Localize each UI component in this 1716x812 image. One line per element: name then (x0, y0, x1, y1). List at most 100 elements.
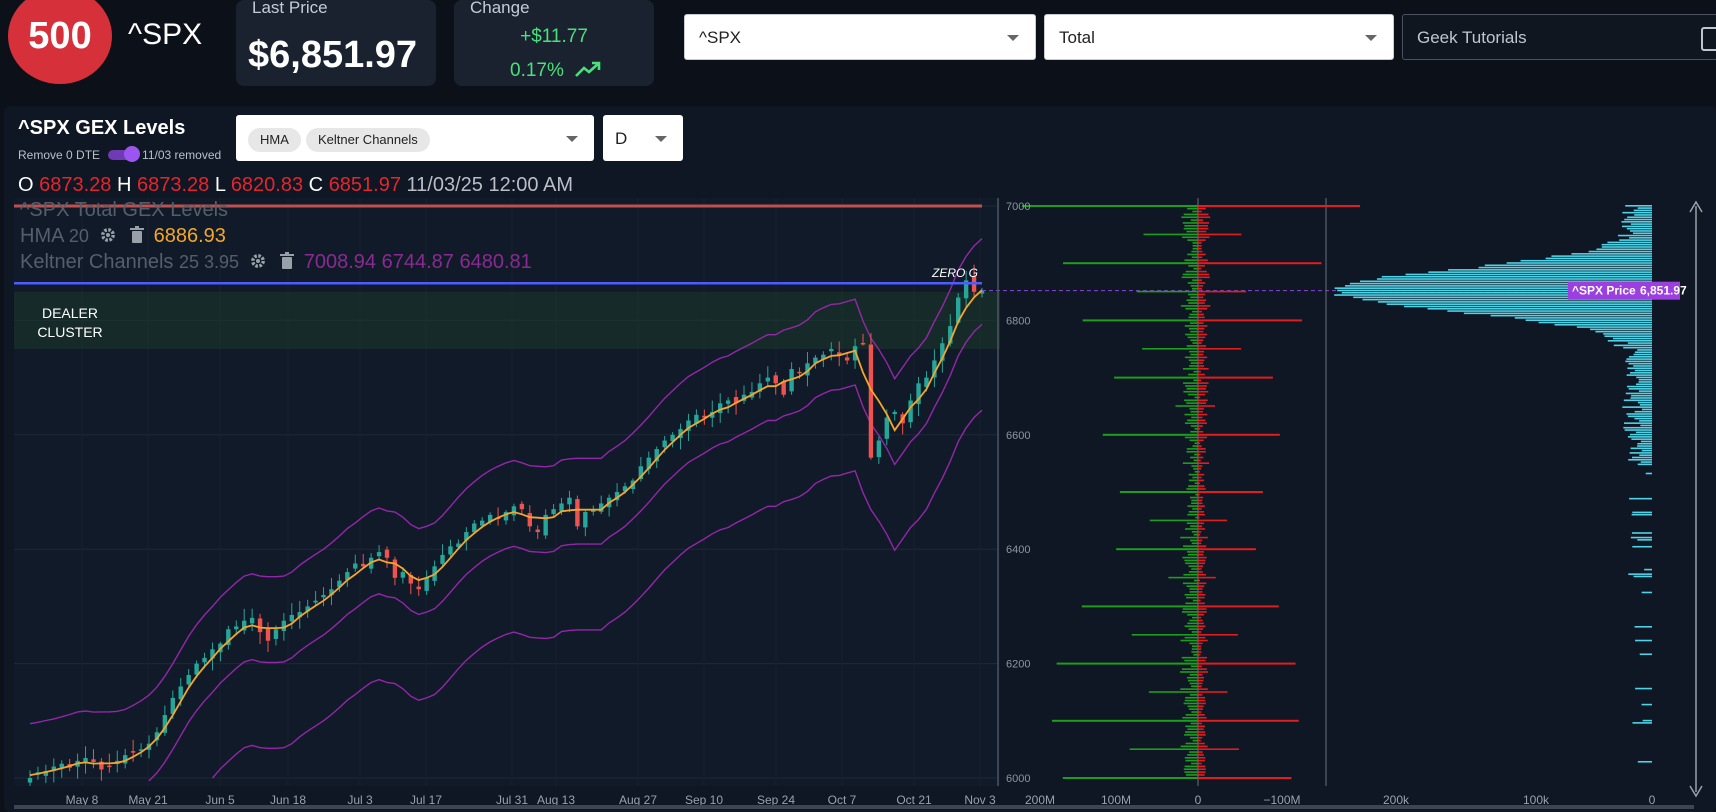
gex-negative-bar (1198, 636, 1206, 639)
gex-positive-bar (1192, 599, 1198, 602)
gex-positive-bar (1186, 488, 1198, 490)
date-tick-label: Aug 13 (537, 793, 575, 807)
gex-negative-bar (1198, 708, 1203, 710)
tutorials-icon (1701, 27, 1716, 51)
gex-positive-bar (1183, 573, 1198, 576)
candle-body (138, 749, 144, 751)
legend-hma[interactable]: HMA 20 6886.93 (20, 225, 226, 248)
gex-negative-bar (1198, 345, 1206, 347)
gex-negative-bar (1198, 282, 1206, 284)
gex-negative-bar (1198, 316, 1205, 319)
volume-profile-bar (1601, 243, 1652, 246)
candle-body (337, 580, 342, 588)
gex-positive-bar (1188, 302, 1198, 304)
tutorials-input[interactable]: Geek Tutorials (1402, 14, 1716, 60)
gear-icon[interactable] (249, 252, 267, 270)
gex-negative-bar (1198, 373, 1205, 376)
gex-positive-bar (1187, 419, 1198, 422)
gex-positive-bar (1192, 739, 1198, 742)
horizontal-scrollbar[interactable] (14, 805, 1694, 809)
gex-positive-bar (1190, 410, 1198, 413)
gex-positive-bar (1180, 536, 1198, 539)
volume-profile-bar (1637, 445, 1652, 447)
indicator-chip-hma[interactable]: HMA (248, 128, 301, 152)
gex-negative-bar (1198, 716, 1207, 719)
gex-negative-bar (1198, 596, 1205, 599)
gex-negative-bar (1198, 685, 1202, 688)
volume-profile-bar (1428, 271, 1652, 273)
indicator-select[interactable]: HMA Keltner Channels (236, 115, 594, 161)
gex-negative-bar (1198, 256, 1203, 259)
gex-negative-bar (1198, 579, 1201, 582)
volume-profile-bar (1623, 399, 1652, 402)
gex-negative-bar (1198, 734, 1206, 736)
gex-negative-bar (1198, 322, 1204, 324)
gex-type-select[interactable]: Total (1044, 14, 1394, 60)
price-axis: 7000 6800 6600 6400 6200 6000 (1006, 201, 1030, 785)
volume-profile-bar (1627, 342, 1652, 344)
gex-positive-bar (1187, 393, 1198, 396)
indicator-chip-keltner[interactable]: Keltner Channels (306, 128, 430, 152)
gex-negative-bar (1198, 565, 1204, 567)
candle-body (27, 778, 33, 783)
price-tick-label: 6800 (1006, 315, 1030, 327)
gear-icon[interactable] (99, 226, 117, 244)
volume-profile-bar (1641, 591, 1652, 594)
candle-body (289, 614, 294, 622)
candle-body (456, 543, 461, 548)
gex-positive-bar (1190, 456, 1198, 459)
gex-negative-bar (1198, 393, 1205, 396)
candle-body (860, 342, 866, 345)
gex-negative-bar (1198, 528, 1206, 530)
volume-profile-bar (1628, 388, 1652, 390)
volume-profile-bar (1639, 420, 1652, 422)
gex-negative-bar (1198, 239, 1206, 241)
gex-negative-bar (1198, 616, 1202, 619)
gex-positive-bar (1185, 307, 1198, 310)
candle-body (519, 503, 525, 510)
gex-positive-bar (1186, 676, 1198, 679)
symbol-select[interactable]: ^SPX (684, 14, 1036, 60)
gex-negative-bar (1198, 408, 1204, 410)
volume-profile-bar (1607, 241, 1652, 244)
gex-positive-bar (1191, 465, 1198, 467)
timeframe-select[interactable]: D (603, 115, 683, 161)
close-label: C (308, 174, 324, 196)
gex-positive-bar (1168, 576, 1198, 579)
change-card: Change +$11.77 0.17% (454, 0, 654, 86)
remove-0dte-toggle[interactable] (108, 146, 141, 162)
gex-negative-bar (1198, 390, 1209, 393)
gex-positive-bar (1190, 339, 1198, 342)
trash-icon[interactable] (130, 226, 145, 244)
gex-negative-bar (1198, 222, 1210, 224)
scroll-up-icon[interactable] (1689, 200, 1703, 213)
volume-profile-bar (1631, 513, 1652, 516)
candle-body (654, 449, 659, 462)
gex-negative-bar (1198, 430, 1204, 433)
gex-negative-bar (1198, 442, 1201, 444)
gex-positive-bar (1185, 602, 1198, 605)
gex-tick-label: −100M (1263, 793, 1300, 807)
gex-negative-bar (1198, 559, 1206, 562)
change-percent: 0.17% (510, 60, 564, 81)
gex-negative-bar (1198, 505, 1205, 507)
gex-negative-bar (1198, 599, 1201, 602)
gex-negative-bar (1198, 754, 1204, 756)
date-tick-label: Sep 10 (685, 793, 723, 807)
volume-profile-bar (1619, 239, 1652, 241)
volume-profile-bar (1478, 266, 1652, 269)
date-axis[interactable]: May 8 May 21 Jun 5 Jun 18 Jul 3 Jul 17 Jul 31 A… (66, 793, 1656, 807)
volume-profile-bar (1448, 269, 1652, 271)
gex-negative-bar (1198, 539, 1203, 542)
gex-negative-bar (1198, 299, 1207, 301)
legend-keltner[interactable]: Keltner Channels 25 3.95 7008.94 6744.87… (20, 251, 532, 274)
scroll-down-icon[interactable] (1689, 785, 1703, 798)
volume-profile-bar (1353, 296, 1652, 299)
hma-line (29, 289, 983, 776)
gex-positive-bar (1195, 493, 1198, 496)
volume-profile-bar (1623, 426, 1652, 429)
gex-positive-bar (1081, 605, 1198, 608)
trash-icon[interactable] (280, 252, 295, 270)
gex-positive-bar (1187, 282, 1198, 284)
